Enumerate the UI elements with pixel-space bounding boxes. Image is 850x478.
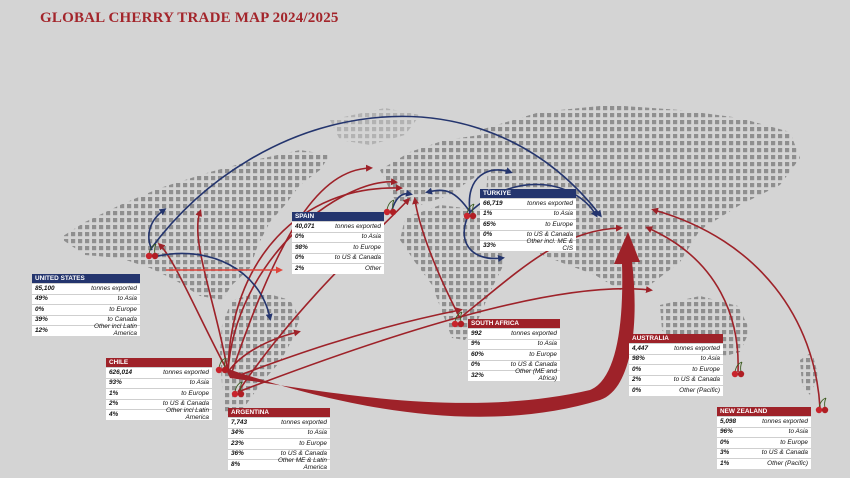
- card-row: 96% to Asia: [717, 426, 811, 438]
- land-south-america: [220, 292, 300, 420]
- card-header: SPAIN: [292, 212, 384, 221]
- card-spain: SPAIN 40,071 tonnes exported 0% to Asia 98…: [292, 212, 384, 274]
- card-row: 34% to Asia: [228, 427, 330, 439]
- card-row: 2% to US & Canada: [629, 374, 723, 386]
- flow-chile-spain: [227, 184, 403, 373]
- card-row: 33% Other incl. ME & CIS: [480, 239, 576, 251]
- map-title: GLOBAL CHERRY TRADE MAP 2024/2025: [40, 10, 339, 26]
- card-row: 49% to Asia: [32, 293, 140, 305]
- card-row: 7,743 tonnes exported: [228, 417, 330, 428]
- cherry-icon-chile: [215, 357, 229, 374]
- card-row: 0% to Europe: [629, 364, 723, 375]
- card-header: NEW ZEALAND: [717, 407, 811, 416]
- card-row: 98% to Asia: [629, 353, 723, 365]
- flow-australia-asia: [645, 226, 739, 373]
- card-row: 93% to Asia: [106, 377, 212, 389]
- card-row: 9% to Asia: [468, 338, 560, 350]
- flow-turkiye-europe: [425, 187, 471, 213]
- card-header: SOUTH AFRICA: [468, 319, 560, 328]
- flow-us-asia: [149, 115, 602, 251]
- flow-chile-north-america: [227, 329, 301, 373]
- flow-turkiye-north: [468, 167, 513, 213]
- flow-chile-asia-main: [225, 232, 640, 417]
- card-row: 0% to Asia: [292, 231, 384, 243]
- card-row: 4,447 tonnes exported: [629, 343, 723, 354]
- card-row: 0% to US & Canada: [292, 252, 384, 264]
- flow-chile-africa: [231, 307, 463, 379]
- card-header: UNITED STATES: [32, 274, 140, 283]
- card-row: 0% to Europe: [717, 437, 811, 448]
- card-row: 2% Other: [292, 263, 384, 274]
- card-row: 1% to Europe: [106, 388, 212, 399]
- card-row: 5,098 tonnes exported: [717, 416, 811, 427]
- flow-southafrica-europe: [412, 197, 461, 319]
- card-row: 8% Other ME & Latin America: [228, 458, 330, 470]
- card-row: 1% Other (Pacific): [717, 458, 811, 469]
- card-row: 1% to Asia: [480, 208, 576, 220]
- flow-turkiye-me: [463, 211, 505, 262]
- card-header: TÜRKIYE: [480, 189, 576, 198]
- card-row: 98% to Europe: [292, 242, 384, 253]
- card-row: 0% to US & Canada: [480, 229, 576, 241]
- card-row: 2% to US & Canada: [106, 398, 212, 410]
- card-south-africa: SOUTH AFRICA 992 tonnes exported 9% to Asi…: [468, 319, 560, 381]
- card-header: CHILE: [106, 358, 212, 367]
- cherry-icon-argentina: [231, 381, 245, 398]
- flow-us-latam: [157, 252, 273, 321]
- card-row: 0% to US & Canada: [468, 359, 560, 371]
- card-row: 85,100 tonnes exported: [32, 283, 140, 294]
- cherry-icon-turkiye: [463, 203, 477, 220]
- card-row: 626,014 tonnes exported: [106, 367, 212, 378]
- card-row: 65% to Europe: [480, 219, 576, 230]
- card-row: 23% to Europe: [228, 438, 330, 449]
- card-row: 60% to Europe: [468, 349, 560, 360]
- card-row: 39% to Canada: [32, 314, 140, 326]
- flow-chile-us: [157, 242, 229, 373]
- cherry-icon-spain: [383, 199, 397, 216]
- cherry-markers: [145, 199, 829, 414]
- card-row: 40,071 tonnes exported: [292, 221, 384, 232]
- card-united-states: UNITED STATES 85,100 tonnes exported 49% t…: [32, 274, 140, 336]
- card-chile: CHILE 626,014 tonnes exported 93% to Asia …: [106, 358, 212, 420]
- card-row: 3% to US & Canada: [717, 447, 811, 459]
- card-row: 36% to US & Canada: [228, 448, 330, 460]
- card-row: 4% Other incl Latin America: [106, 408, 212, 420]
- flow-us-canada: [148, 208, 167, 251]
- cherry-icon-australia: [731, 361, 745, 378]
- card-row: 0% Other (Pacific): [629, 385, 723, 396]
- card-row: 32% Other (ME and Africa): [468, 369, 560, 381]
- card-row: 12% Other incl Latin America: [32, 324, 140, 336]
- card-argentina: ARGENTINA 7,743 tonnes exported 34% to Asi…: [228, 408, 330, 470]
- cherry-icon-new-zealand: [815, 397, 829, 414]
- card-row: 0% to Europe: [32, 304, 140, 315]
- flow-chile-north: [195, 209, 229, 373]
- land-europe: [380, 135, 500, 205]
- flow-southafrica-asia: [459, 224, 623, 319]
- flow-argentina-asia: [237, 286, 653, 393]
- flow-newzealand-asia: [651, 207, 821, 409]
- cherry-icon-united-states: [145, 243, 159, 260]
- land-greenland: [330, 108, 420, 145]
- card-header: ARGENTINA: [228, 408, 330, 417]
- card-australia: AUSTRALIA 4,447 tonnes exported 98% to Asi…: [629, 334, 723, 396]
- cherry-icon-south-africa: [451, 311, 465, 328]
- card-row: 992 tonnes exported: [468, 328, 560, 339]
- card-row: 66,719 tonnes exported: [480, 198, 576, 209]
- land-north-america: [60, 150, 330, 300]
- card-turkiye: TÜRKIYE 66,719 tonnes exported 1% to Asia …: [480, 189, 576, 251]
- card-header: AUSTRALIA: [629, 334, 723, 343]
- card-new-zealand: NEW ZEALAND 5,098 tonnes exported 96% to A…: [717, 407, 811, 469]
- land-africa: [400, 205, 505, 340]
